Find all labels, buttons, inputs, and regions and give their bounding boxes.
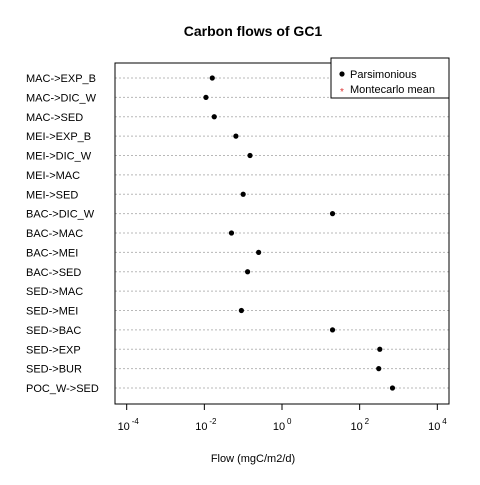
data-point: [233, 133, 239, 139]
data-point: [377, 346, 383, 352]
y-tick-label: MEI->MAC: [26, 170, 80, 182]
data-point: [203, 94, 209, 100]
y-tick-label: SED->MEI: [26, 306, 78, 318]
data-points: [203, 75, 396, 391]
x-tick-label: 10: [195, 421, 207, 433]
data-point: [256, 249, 262, 255]
grid-lines: [115, 77, 449, 389]
x-tick-exponent: 4: [442, 417, 447, 426]
x-tick-exponent: 0: [287, 417, 292, 426]
data-point: [209, 75, 215, 81]
y-tick-label: BAC->SED: [26, 267, 81, 279]
data-point: [244, 269, 251, 275]
legend-marker-parsimonious: [339, 71, 345, 77]
x-tick-label: 10: [428, 421, 440, 433]
x-axis-label: Flow (mgC/m2/d): [211, 453, 295, 465]
x-tick-label: 10: [351, 421, 363, 433]
legend-box: [330, 57, 450, 99]
y-tick-label: SED->BAC: [26, 325, 81, 337]
y-tick-label: SED->EXP: [26, 344, 81, 356]
chart-title: Carbon flows of GC1: [184, 23, 323, 39]
x-tick-label: 10: [273, 421, 285, 433]
y-tick-label: MAC->EXP_B: [26, 73, 96, 85]
y-tick-label: BAC->DIC_W: [26, 209, 95, 221]
x-tick-exponent: -4: [132, 417, 140, 426]
plot-frame: [114, 62, 450, 405]
y-tick-label: MEI->DIC_W: [26, 151, 92, 163]
legend-marker-montecarlo: *: [340, 87, 344, 98]
data-point: [329, 327, 336, 333]
data-point: [247, 152, 253, 159]
legend-label-parsimonious: Parsimonious: [350, 69, 417, 81]
y-tick-label: MAC->DIC_W: [26, 92, 97, 104]
y-tick-label: SED->BUR: [26, 364, 82, 376]
y-tick-label: SED->MAC: [26, 286, 83, 298]
y-tick-label: POC_W->SED: [26, 383, 99, 395]
x-tick-exponent: 2: [365, 417, 370, 426]
x-tick-label: 10: [118, 421, 130, 433]
x-tick-exponent: -2: [209, 417, 217, 426]
legend-label-montecarlo: Montecarlo mean: [350, 84, 435, 96]
data-point: [211, 114, 217, 120]
y-tick-label: BAC->MAC: [26, 228, 83, 240]
data-point: [228, 230, 235, 236]
legend: Parsimonious * Montecarlo mean: [330, 57, 450, 99]
data-point: [240, 191, 246, 197]
data-point: [376, 366, 382, 372]
y-tick-labels: MAC->EXP_B MAC->DIC_W MAC->SED MEI->EXP_B ME…: [26, 73, 99, 395]
y-tick-label: MEI->SED: [26, 189, 78, 201]
data-point: [238, 307, 244, 314]
data-point: [389, 385, 396, 391]
x-axis: 10 -4 10 -2 10 0 10 2 10 4: [118, 404, 447, 433]
y-tick-label: MEI->EXP_B: [26, 131, 91, 143]
data-point: [329, 211, 336, 217]
y-tick-label: MAC->SED: [26, 112, 83, 124]
y-tick-label: BAC->MEI: [26, 247, 78, 259]
